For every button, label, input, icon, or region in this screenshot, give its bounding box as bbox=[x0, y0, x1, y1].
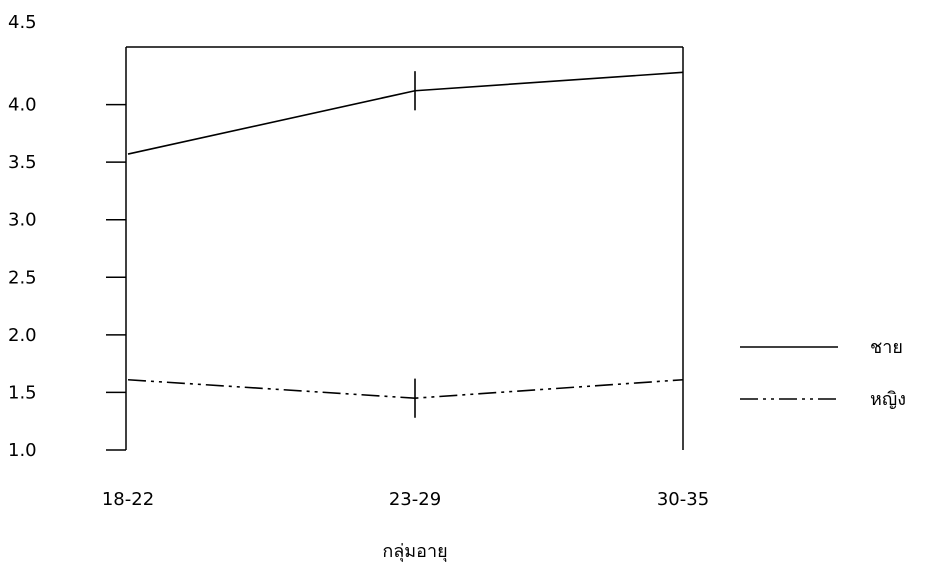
y-tick-label: 2.0 bbox=[8, 325, 37, 346]
y-tick-label: 1.5 bbox=[8, 382, 37, 403]
series-layer bbox=[127, 71, 684, 418]
legend-label-2: หญิง bbox=[870, 389, 906, 410]
y-tick-label: 4.5 bbox=[8, 12, 37, 33]
y-axis-ticks: 1.0 1.5 2.0 2.5 3.0 3.5 4.0 4.5 bbox=[8, 12, 126, 461]
y-tick-label: 1.0 bbox=[8, 440, 37, 461]
y-tick-label: 2.5 bbox=[8, 267, 37, 288]
x-tick-label: 30-35 bbox=[657, 489, 709, 510]
x-tick-label: 18-22 bbox=[102, 489, 154, 510]
y-tick-label: 3.0 bbox=[8, 210, 37, 231]
y-tick-label: 3.5 bbox=[8, 152, 37, 173]
series-line-1 bbox=[127, 71, 684, 155]
x-axis-labels: 18-22 23-29 30-35 bbox=[102, 489, 709, 510]
legend-label-1: ชาย bbox=[870, 337, 903, 358]
x-tick-label: 23-29 bbox=[389, 489, 441, 510]
series-line-2 bbox=[127, 378, 684, 399]
plot-frame bbox=[125, 46, 684, 450]
y-tick-label: 4.0 bbox=[8, 95, 37, 116]
x-axis-title: กลุ่มอายุ bbox=[382, 541, 447, 562]
